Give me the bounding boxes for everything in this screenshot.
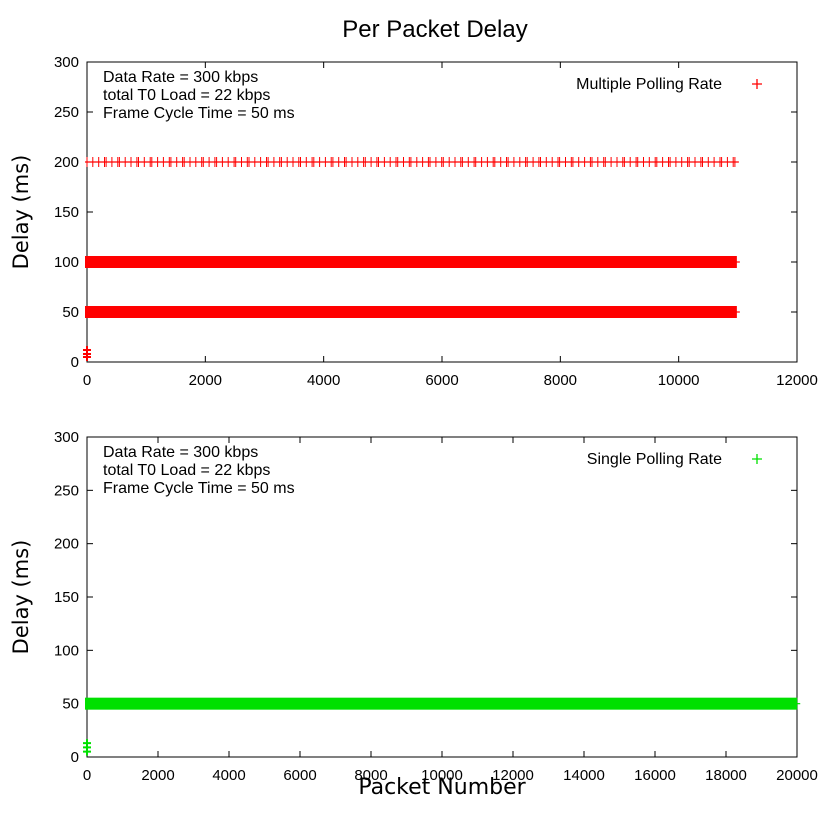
x-tick-label: 2000 xyxy=(189,372,222,389)
annotation-line: Frame Cycle Time = 50 ms xyxy=(103,105,295,122)
x-tick-label: 4000 xyxy=(307,372,340,389)
y-tick-label: 150 xyxy=(54,589,79,606)
x-tick-label: 16000 xyxy=(634,767,676,784)
y-tick-label: 0 xyxy=(71,354,79,371)
x-tick-label: 12000 xyxy=(492,767,534,784)
band-fill xyxy=(85,306,737,318)
y-axis-label: Delay (ms) xyxy=(9,540,33,655)
single-polling-panel: 0 50 100 150 200 250 300 0 2000 4000 6000 8000 10000… xyxy=(9,429,818,800)
y-tick-label: 300 xyxy=(54,54,79,71)
data-point xyxy=(83,346,91,354)
legend-label: Multiple Polling Rate xyxy=(576,76,722,93)
band-delay-50 xyxy=(85,306,740,318)
band-delay-50 xyxy=(85,697,801,710)
x-tick-label: 6000 xyxy=(425,372,458,389)
x-tick-label: 10000 xyxy=(421,767,463,784)
series-single-polling-rate xyxy=(83,697,801,756)
y-tick-label: 250 xyxy=(54,104,79,121)
x-tick-label: 10000 xyxy=(658,372,700,389)
y-tick-label: 50 xyxy=(62,304,79,321)
x-tick-label: 4000 xyxy=(212,767,245,784)
y-tick-label: 200 xyxy=(54,536,79,553)
legend-marker xyxy=(752,454,762,464)
x-tick-label: 12000 xyxy=(776,372,818,389)
x-tick-label: 2000 xyxy=(141,767,174,784)
annotation-line: Frame Cycle Time = 50 ms xyxy=(103,480,295,497)
y-tick-label: 200 xyxy=(54,154,79,171)
y-tick-label: 50 xyxy=(62,696,79,713)
x-tick-label: 8000 xyxy=(544,372,577,389)
annotation-line: Data Rate = 300 kbps xyxy=(103,444,258,461)
y-tick-label: 100 xyxy=(54,642,79,659)
annotation-line: total T0 Load = 22 kbps xyxy=(103,87,270,104)
y-tick-label: 0 xyxy=(71,749,79,766)
annotation-line: total T0 Load = 22 kbps xyxy=(103,462,270,479)
y-tick-label: 100 xyxy=(54,254,79,271)
multiple-polling-panel: 0 50 100 150 200 250 300 0 2000 4000 6000 8000 10000… xyxy=(9,54,818,389)
band-delay-100 xyxy=(85,256,740,268)
x-tick-label: 20000 xyxy=(776,767,818,784)
band-markers xyxy=(86,157,736,167)
legend-label: Single Polling Rate xyxy=(587,451,722,468)
y-tick-label: 150 xyxy=(54,204,79,221)
legend-marker xyxy=(752,79,762,89)
band-delay-200 xyxy=(85,157,739,167)
x-tick-label: 0 xyxy=(83,767,91,784)
annotation-line: Data Rate = 300 kbps xyxy=(103,69,258,86)
band-fill xyxy=(85,256,737,268)
series-multiple-polling-rate xyxy=(83,157,740,361)
x-tick-label: 14000 xyxy=(563,767,605,784)
x-tick-label: 6000 xyxy=(283,767,316,784)
x-axis-label: Packet Number xyxy=(358,775,526,800)
data-point xyxy=(83,739,91,748)
band-fill xyxy=(85,697,798,710)
y-tick-label: 300 xyxy=(54,429,79,446)
x-tick-label: 8000 xyxy=(354,767,387,784)
y-tick-label: 250 xyxy=(54,482,79,499)
x-tick-label: 0 xyxy=(83,372,91,389)
y-axis-label: Delay (ms) xyxy=(9,155,33,270)
figure-title: Per Packet Delay xyxy=(342,16,527,43)
x-tick-label: 18000 xyxy=(705,767,747,784)
